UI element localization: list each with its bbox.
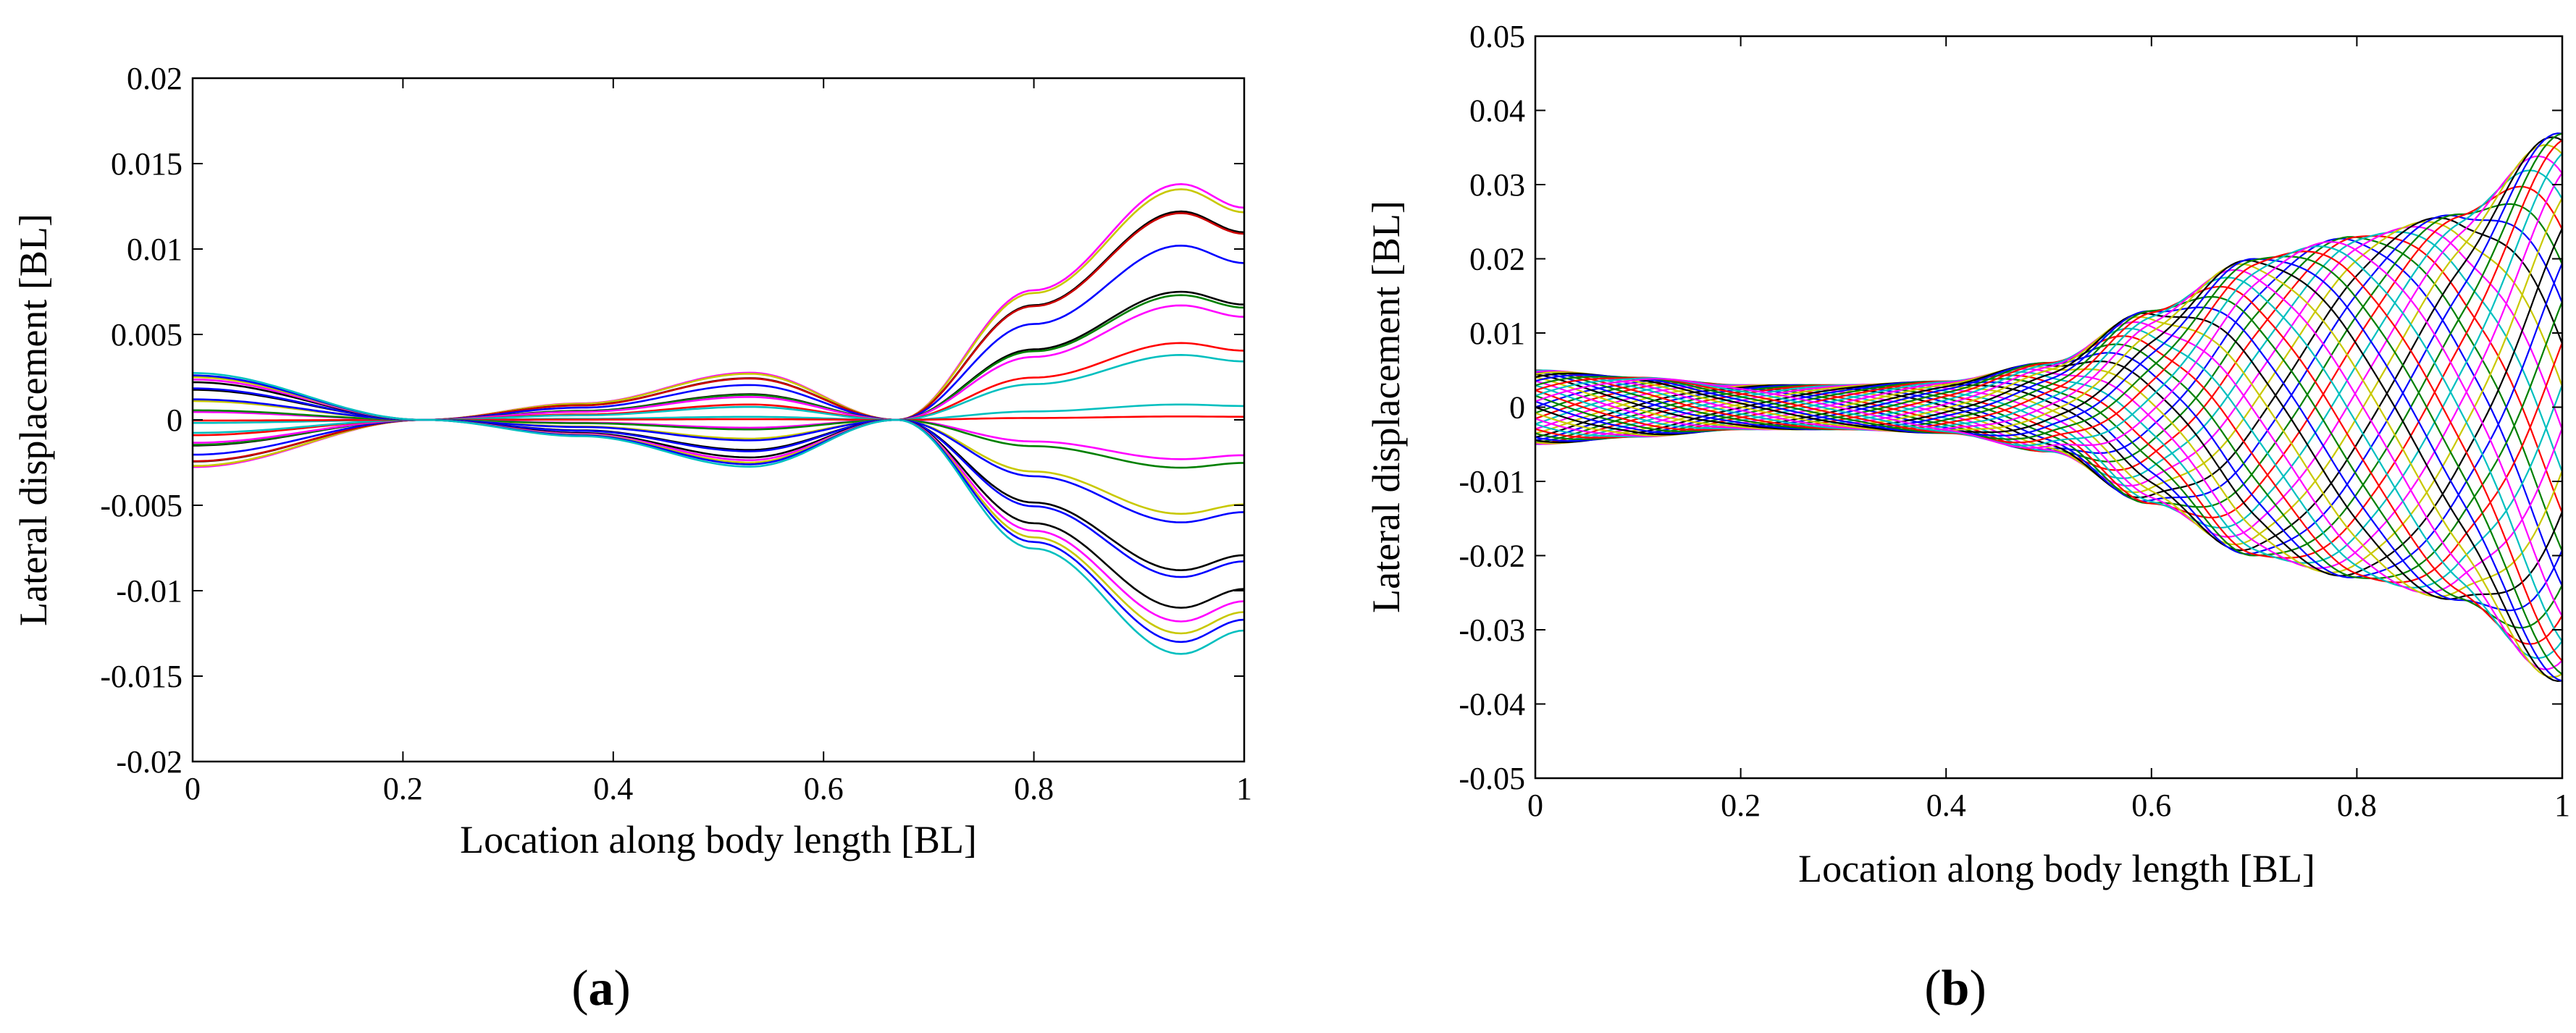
chart-b-series-line — [1535, 221, 2564, 494]
chart-b-series-line — [1535, 335, 2564, 583]
chart-b-y-tick-label: -0.05 — [1459, 761, 1525, 796]
chart-b-y-ticks: -0.05 -0.04 -0.03 -0.02 -0.01 0 0.01 0.02 0.03 0.… — [1459, 19, 2562, 796]
chart-b-y-tick-label: 0 — [1509, 390, 1525, 426]
chart-b-series-line — [1535, 153, 2563, 564]
chart-b-y-tick-label: -0.04 — [1459, 687, 1525, 722]
chart-a-y-axis-title: Lateral displacement [BL] — [12, 214, 55, 626]
chart-a-y-tick-label: -0.02 — [116, 744, 182, 780]
chart-panel-b: 0 0.2 0.4 0.6 0.8 1 -0.05 -0.04 -0.03 -0.02 -0.01… — [1364, 19, 2570, 1016]
chart-a-x-tick-label: 0.2 — [383, 771, 423, 806]
chart-b-series-line — [1535, 256, 2563, 675]
chart-b-y-tick-label: -0.01 — [1459, 464, 1525, 499]
chart-a-x-tick-label: 0 — [185, 771, 201, 806]
chart-b-series-line — [1535, 327, 2564, 589]
panel-label-a: (a) — [571, 961, 631, 1016]
chart-b-series-line — [1535, 132, 2563, 557]
chart-b-y-tick-label: 0.04 — [1469, 93, 1525, 129]
chart-b-series-line — [1535, 155, 2563, 538]
chart-b-series-line — [1535, 258, 2563, 682]
chart-a-x-tick-label: 0.8 — [1014, 771, 1054, 806]
chart-b-y-tick-label: -0.02 — [1459, 539, 1525, 574]
chart-a-x-tick-label: 0.6 — [804, 771, 844, 806]
chart-a-curves — [192, 182, 1245, 655]
chart-b-y-tick-label: 0.01 — [1469, 316, 1525, 351]
chart-b-x-tick-label: 0.4 — [1926, 788, 1966, 823]
chart-b-x-tick-label: 0.8 — [2337, 788, 2377, 823]
chart-a-x-axis-title: Location along body length [BL] — [460, 818, 977, 861]
chart-b-series-line — [1535, 214, 2564, 502]
chart-b-x-ticks: 0 0.2 0.4 0.6 0.8 1 — [1527, 36, 2570, 823]
chart-a-series-line — [193, 416, 1245, 422]
chart-b-y-tick-label: 0.03 — [1469, 167, 1525, 203]
chart-a-series-line — [193, 353, 1245, 434]
chart-b-y-tick-label: 0.05 — [1469, 19, 1525, 54]
chart-a-series-line — [193, 398, 1245, 523]
chart-a-y-tick-label: -0.01 — [116, 573, 182, 609]
chart-b-x-axis-title: Location along body length [BL] — [1798, 847, 2315, 890]
chart-b-series-line — [1535, 316, 2564, 598]
chart-b-series-line — [1535, 245, 2563, 642]
chart-b-x-tick-label: 1 — [2554, 788, 2570, 823]
chart-a-series-line — [193, 304, 1245, 444]
chart-b-series-line — [1535, 259, 2563, 683]
chart-a-y-tick-label: -0.005 — [100, 488, 182, 523]
chart-b-y-tick-label: -0.03 — [1459, 612, 1525, 648]
chart-b-series-line — [1535, 169, 2563, 529]
chart-a-y-tick-label: -0.015 — [100, 659, 182, 694]
chart-a-y-ticks: -0.02 -0.015 -0.01 -0.005 0 0.005 0.01 0.015 0.0… — [100, 61, 1244, 780]
chart-a-series-line — [193, 409, 1245, 469]
chart-b-series-line — [1535, 136, 2563, 552]
chart-panel-a: 0 0.2 0.4 0.6 0.8 1 -0.02 -0.015 -0.01 -0.005 0 0.… — [12, 61, 1252, 1016]
chart-b-x-tick-label: 0 — [1527, 788, 1543, 823]
chart-a-y-tick-label: 0.015 — [111, 146, 182, 182]
chart-b-series-line — [1535, 144, 2563, 546]
chart-b-series-line — [1535, 226, 2564, 487]
chart-b-series-line — [1535, 263, 2563, 678]
chart-b-series-line — [1535, 203, 2564, 508]
chart-b-x-tick-label: 0.6 — [2131, 788, 2171, 823]
chart-b-series-line — [1535, 312, 2564, 600]
chart-b-x-tick-label: 0.2 — [1721, 788, 1761, 823]
chart-b-series-line — [1535, 185, 2563, 519]
chart-b-series-line — [1535, 295, 2563, 629]
chart-b-series-line — [1535, 132, 2563, 555]
chart-b-axes-frame — [1534, 35, 2564, 780]
chart-a-series-line — [192, 372, 1245, 655]
chart-b-y-tick-label: 0.02 — [1469, 242, 1525, 277]
chart-a-y-tick-label: 0.02 — [127, 61, 182, 96]
chart-a-x-tick-label: 0.4 — [593, 771, 633, 806]
chart-a-y-tick-label: 0 — [167, 402, 182, 438]
chart-b-curves — [1535, 132, 2564, 683]
chart-a-x-ticks: 0 0.2 0.4 0.6 0.8 1 — [185, 78, 1252, 806]
chart-b-series-line — [1535, 250, 2563, 662]
chart-b-series-line — [1535, 240, 2563, 617]
chart-a-series-line — [193, 244, 1245, 456]
chart-a-y-tick-label: 0.01 — [127, 232, 182, 267]
chart-b-y-axis-title: Lateral displacement [BL] — [1364, 201, 1408, 613]
panel-label-b: (b) — [1924, 961, 1986, 1016]
chart-b-series-line — [1535, 306, 2564, 612]
chart-b-series-line — [1535, 139, 2563, 559]
chart-b-series-line — [1535, 216, 2564, 499]
chart-a-x-tick-label: 1 — [1236, 771, 1252, 806]
chart-a-y-tick-label: 0.005 — [111, 317, 182, 353]
chart-b-series-line — [1535, 285, 2563, 645]
chart-b-series-line — [1535, 269, 2563, 670]
chart-b-series-line — [1535, 277, 2563, 659]
chart-b-series-line — [1535, 321, 2564, 594]
